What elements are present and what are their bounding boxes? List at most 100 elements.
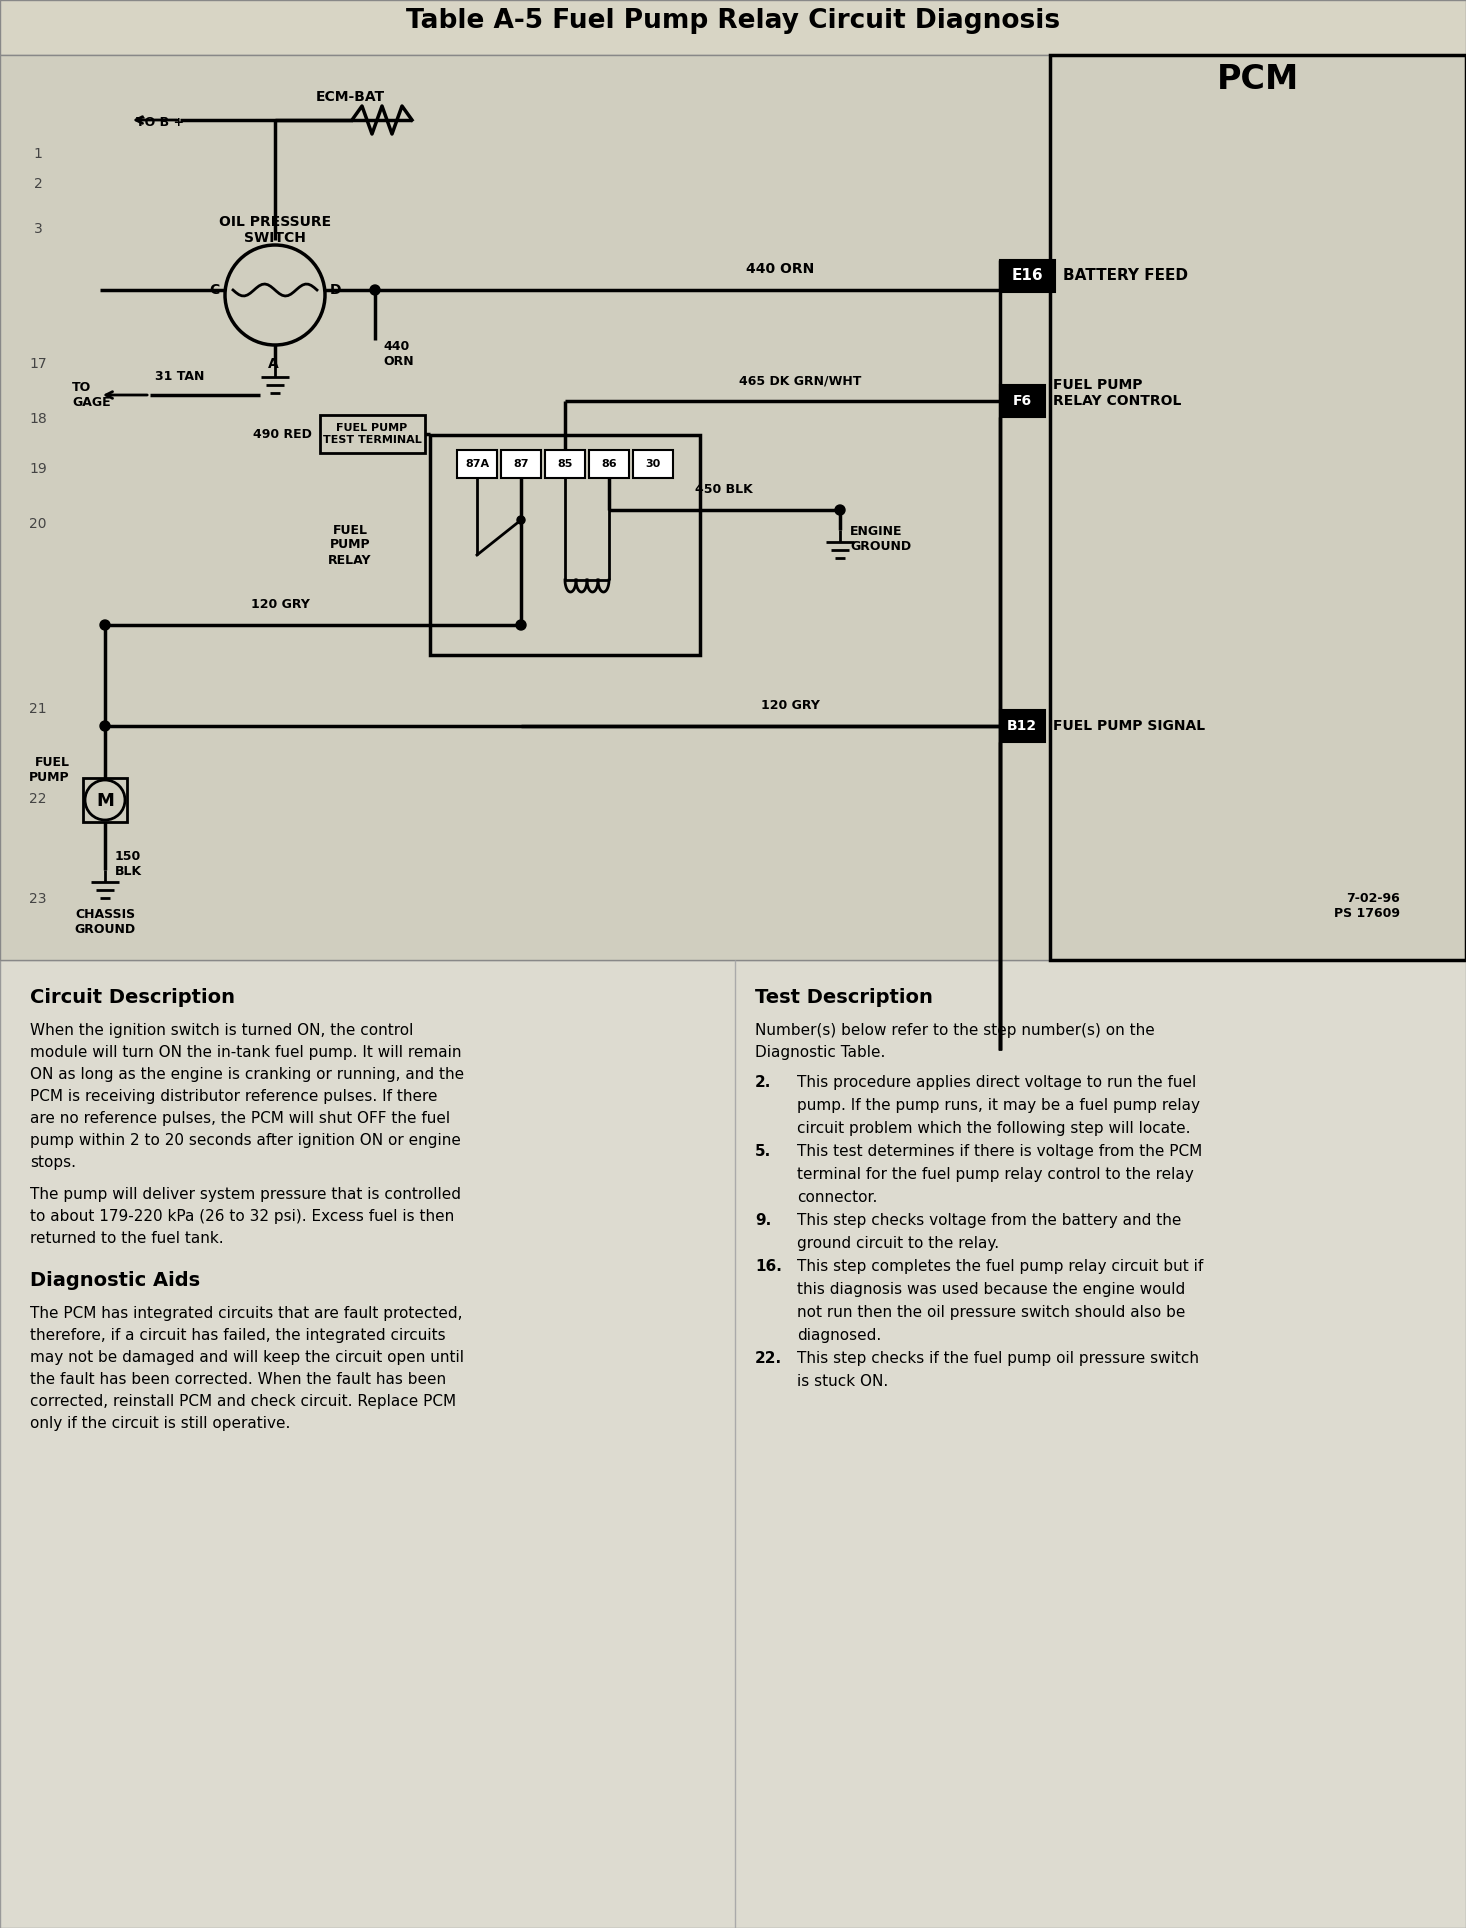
Text: Circuit Description: Circuit Description bbox=[29, 987, 235, 1006]
Text: pump. If the pump runs, it may be a fuel pump relay: pump. If the pump runs, it may be a fuel… bbox=[798, 1099, 1201, 1112]
Text: 2: 2 bbox=[34, 177, 43, 191]
Bar bbox=[1000, 386, 1045, 416]
Text: are no reference pulses, the PCM will shut OFF the fuel: are no reference pulses, the PCM will sh… bbox=[29, 1111, 450, 1126]
Text: TO B +: TO B + bbox=[136, 116, 185, 129]
Bar bbox=[545, 449, 585, 478]
Text: ON as long as the engine is cranking or running, and the: ON as long as the engine is cranking or … bbox=[29, 1066, 465, 1082]
Text: When the ignition switch is turned ON, the control: When the ignition switch is turned ON, t… bbox=[29, 1024, 413, 1037]
Text: 120 GRY: 120 GRY bbox=[251, 598, 309, 611]
Bar bbox=[501, 449, 541, 478]
Text: E16: E16 bbox=[1012, 268, 1042, 283]
Text: ECM-BAT: ECM-BAT bbox=[315, 91, 384, 104]
Text: the fault has been corrected. When the fault has been: the fault has been corrected. When the f… bbox=[29, 1373, 446, 1386]
Text: module will turn ON the in-tank fuel pump. It will remain: module will turn ON the in-tank fuel pum… bbox=[29, 1045, 462, 1060]
Text: stops.: stops. bbox=[29, 1155, 76, 1170]
Text: 23: 23 bbox=[29, 893, 47, 906]
Text: FUEL PUMP
TEST TERMINAL: FUEL PUMP TEST TERMINAL bbox=[323, 424, 421, 445]
Text: C: C bbox=[210, 283, 220, 297]
Text: connector.: connector. bbox=[798, 1190, 877, 1205]
Text: to about 179-220 kPa (26 to 32 psi). Excess fuel is then: to about 179-220 kPa (26 to 32 psi). Exc… bbox=[29, 1209, 454, 1224]
Circle shape bbox=[100, 621, 110, 630]
Text: may not be damaged and will keep the circuit open until: may not be damaged and will keep the cir… bbox=[29, 1350, 465, 1365]
Text: is stuck ON.: is stuck ON. bbox=[798, 1375, 888, 1388]
Text: 3: 3 bbox=[34, 222, 43, 235]
Text: 465 DK GRN/WHT: 465 DK GRN/WHT bbox=[739, 374, 861, 388]
Text: 7-02-96
PS 17609: 7-02-96 PS 17609 bbox=[1334, 893, 1400, 920]
Text: 85: 85 bbox=[557, 459, 573, 469]
Text: 9.: 9. bbox=[755, 1213, 771, 1228]
Text: This step checks if the fuel pump oil pressure switch: This step checks if the fuel pump oil pr… bbox=[798, 1352, 1199, 1367]
Text: F6: F6 bbox=[1013, 393, 1032, 409]
Text: This test determines if there is voltage from the PCM: This test determines if there is voltage… bbox=[798, 1143, 1202, 1159]
Text: This step completes the fuel pump relay circuit but if: This step completes the fuel pump relay … bbox=[798, 1259, 1204, 1274]
Text: Number(s) below refer to the step number(s) on the: Number(s) below refer to the step number… bbox=[755, 1024, 1155, 1037]
Text: pump within 2 to 20 seconds after ignition ON or engine: pump within 2 to 20 seconds after igniti… bbox=[29, 1134, 460, 1147]
Text: The PCM has integrated circuits that are fault protected,: The PCM has integrated circuits that are… bbox=[29, 1305, 462, 1321]
Bar bbox=[84, 779, 128, 821]
Text: FUEL PUMP
RELAY CONTROL: FUEL PUMP RELAY CONTROL bbox=[1053, 378, 1182, 409]
Text: 1: 1 bbox=[34, 147, 43, 162]
Text: BATTERY FEED: BATTERY FEED bbox=[1063, 268, 1187, 283]
Text: 17: 17 bbox=[29, 357, 47, 370]
Text: 30: 30 bbox=[645, 459, 661, 469]
Text: 86: 86 bbox=[601, 459, 617, 469]
Text: ground circuit to the relay.: ground circuit to the relay. bbox=[798, 1236, 1000, 1251]
Text: 20: 20 bbox=[29, 517, 47, 530]
Text: not run then the oil pressure switch should also be: not run then the oil pressure switch sho… bbox=[798, 1305, 1186, 1321]
Text: 18: 18 bbox=[29, 413, 47, 426]
Text: Diagnostic Table.: Diagnostic Table. bbox=[755, 1045, 885, 1060]
Text: 450 BLK: 450 BLK bbox=[695, 484, 754, 495]
Text: this diagnosis was used because the engine would: this diagnosis was used because the engi… bbox=[798, 1282, 1185, 1298]
Bar bbox=[457, 449, 497, 478]
Text: 5.: 5. bbox=[755, 1143, 771, 1159]
Text: 16.: 16. bbox=[755, 1259, 781, 1274]
Text: 19: 19 bbox=[29, 463, 47, 476]
Text: 2.: 2. bbox=[755, 1076, 771, 1089]
Text: circuit problem which the following step will locate.: circuit problem which the following step… bbox=[798, 1120, 1190, 1136]
Text: PCM is receiving distributor reference pulses. If there: PCM is receiving distributor reference p… bbox=[29, 1089, 437, 1105]
Text: 150
BLK: 150 BLK bbox=[114, 850, 142, 877]
Bar bbox=[633, 449, 673, 478]
Bar bbox=[0, 56, 1466, 960]
Text: 22.: 22. bbox=[755, 1352, 783, 1367]
Bar bbox=[589, 449, 629, 478]
Text: This step checks voltage from the battery and the: This step checks voltage from the batter… bbox=[798, 1213, 1182, 1228]
Bar bbox=[320, 415, 425, 453]
Text: FUEL
PUMP
RELAY: FUEL PUMP RELAY bbox=[328, 524, 372, 567]
Text: Table A-5 Fuel Pump Relay Circuit Diagnosis: Table A-5 Fuel Pump Relay Circuit Diagno… bbox=[406, 8, 1060, 35]
Text: returned to the fuel tank.: returned to the fuel tank. bbox=[29, 1230, 224, 1245]
Bar bbox=[0, 0, 1466, 56]
Text: terminal for the fuel pump relay control to the relay: terminal for the fuel pump relay control… bbox=[798, 1166, 1193, 1182]
Text: corrected, reinstall PCM and check circuit. Replace PCM: corrected, reinstall PCM and check circu… bbox=[29, 1394, 456, 1409]
Text: OIL PRESSURE
SWITCH: OIL PRESSURE SWITCH bbox=[218, 216, 331, 245]
Text: A: A bbox=[268, 357, 279, 370]
Circle shape bbox=[100, 721, 110, 731]
Text: 22: 22 bbox=[29, 792, 47, 806]
Text: CHASSIS
GROUND: CHASSIS GROUND bbox=[75, 908, 135, 935]
Text: This procedure applies direct voltage to run the fuel: This procedure applies direct voltage to… bbox=[798, 1076, 1196, 1089]
Text: Test Description: Test Description bbox=[755, 987, 932, 1006]
Text: only if the circuit is still operative.: only if the circuit is still operative. bbox=[29, 1415, 290, 1431]
Circle shape bbox=[517, 517, 525, 524]
Text: therefore, if a circuit has failed, the integrated circuits: therefore, if a circuit has failed, the … bbox=[29, 1328, 446, 1344]
Bar bbox=[1050, 56, 1466, 960]
Text: 440 ORN: 440 ORN bbox=[746, 262, 814, 276]
Circle shape bbox=[516, 621, 526, 630]
Text: 87: 87 bbox=[513, 459, 529, 469]
Text: FUEL PUMP SIGNAL: FUEL PUMP SIGNAL bbox=[1053, 719, 1205, 733]
Text: 31 TAN: 31 TAN bbox=[155, 370, 204, 384]
Text: D: D bbox=[330, 283, 342, 297]
Bar bbox=[1000, 260, 1056, 291]
Text: diagnosed.: diagnosed. bbox=[798, 1328, 881, 1344]
Text: 490 RED: 490 RED bbox=[254, 428, 312, 440]
Text: 87A: 87A bbox=[465, 459, 490, 469]
Text: The pump will deliver system pressure that is controlled: The pump will deliver system pressure th… bbox=[29, 1188, 460, 1201]
Circle shape bbox=[836, 505, 844, 515]
Text: PCM: PCM bbox=[1217, 64, 1299, 96]
Text: TO
GAGE: TO GAGE bbox=[72, 382, 110, 409]
Bar bbox=[0, 960, 1466, 1928]
Text: Diagnostic Aids: Diagnostic Aids bbox=[29, 1271, 201, 1290]
Bar bbox=[1000, 710, 1045, 742]
Bar bbox=[430, 436, 699, 656]
Text: B12: B12 bbox=[1007, 719, 1036, 733]
